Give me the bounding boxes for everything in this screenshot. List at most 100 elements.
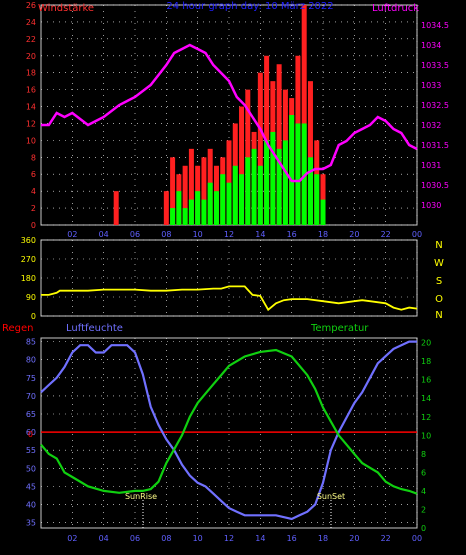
wind-average-bar	[295, 123, 301, 225]
pressure-tick-label: 1034	[421, 41, 441, 50]
temperature-tick-label: 16	[421, 376, 431, 385]
pressure-tick-label: 1032.5	[421, 101, 449, 110]
pressure-tick-label: 1033	[421, 81, 441, 90]
humidity-tick-label: 35	[26, 519, 36, 528]
humidity-line	[40, 340, 417, 521]
hour-tick-label: 08	[161, 230, 171, 239]
hour-tick-label: 00	[412, 534, 422, 543]
direction-tick-label: 180	[21, 274, 36, 283]
pressure-tick-label: 1031	[421, 161, 441, 170]
wind-average-bar	[301, 123, 307, 225]
wind-average-bar	[226, 182, 232, 225]
compass-label-o: O	[435, 294, 443, 305]
wind-tick-label: 14	[26, 103, 36, 112]
humidity-tick-label: 80	[26, 356, 36, 365]
wind-average-bar	[264, 140, 270, 225]
wind-average-bar	[257, 165, 263, 225]
chart-title: 24 hour graph day: 10 März 2022	[166, 1, 333, 12]
gust-bar	[239, 106, 245, 225]
pressure-tick-label: 1033.5	[421, 61, 449, 70]
humidity-tick-label: 70	[26, 392, 36, 401]
hour-tick-label: 02	[67, 230, 77, 239]
wind-tick-label: 26	[26, 1, 36, 10]
hour-tick-label: 14	[255, 230, 265, 239]
wind-tick-label: 10	[26, 136, 36, 145]
wind-tick-label: 12	[26, 119, 36, 128]
wind-average-bar	[314, 174, 320, 225]
gust-bar	[188, 148, 194, 225]
gust-bar	[301, 5, 307, 225]
hour-tick-label: 06	[130, 534, 140, 543]
wind-tick-label: 20	[26, 52, 36, 61]
humidity-tick-label: 50	[26, 464, 36, 473]
wind-average-bar	[276, 148, 282, 225]
temperature-line	[40, 348, 418, 495]
hour-tick-label: 18	[318, 534, 328, 543]
humidity-tick-label: 65	[26, 410, 36, 419]
temperature-tick-label: 6	[421, 468, 426, 477]
hour-tick-label: 22	[381, 230, 391, 239]
pressure-line	[41, 43, 418, 183]
hour-tick-label: 04	[99, 230, 109, 239]
compass-label-n-bottom: N	[435, 310, 442, 321]
temperature-tick-label: 2	[421, 505, 426, 514]
tick-labels: 0246810121416182022242610301030.51031103…	[21, 1, 449, 543]
humidity-tick-label: 45	[26, 482, 36, 491]
humidity-axis-title: Luftfeuchte	[66, 323, 123, 334]
gust-bar	[257, 72, 263, 225]
hour-tick-label: 00	[412, 230, 422, 239]
wind-average-bar	[182, 208, 188, 225]
temperature-tick-label: 8	[421, 450, 426, 459]
humidity-tick-label: 85	[26, 338, 36, 347]
rain-axis-title: Regen	[2, 323, 34, 334]
wind-average-bar	[213, 191, 219, 225]
pressure-tick-label: 1031.5	[421, 141, 449, 150]
wind-average-bar	[188, 199, 194, 225]
temperature-tick-label: 14	[421, 394, 431, 403]
wind-tick-label: 8	[31, 153, 36, 162]
temperature-axis-title: Temperatur	[310, 323, 369, 334]
wind-tick-label: 0	[31, 221, 36, 230]
wind-average-bar	[232, 165, 238, 225]
wind-average-bar	[176, 191, 182, 225]
wind-average-bar	[282, 140, 288, 225]
wind-tick-label: 22	[26, 35, 36, 44]
hour-tick-label: 18	[318, 230, 328, 239]
wind-average-bar	[270, 131, 276, 225]
pressure-tick-label: 1032	[421, 121, 441, 130]
humidity-tick-label: 75	[26, 374, 36, 383]
wind-average-bar	[207, 182, 213, 225]
pressure-tick-label: 1034.5	[421, 21, 449, 30]
gust-bar	[113, 191, 119, 225]
sunset-label: SunSet	[317, 492, 345, 501]
direction-tick-label: 90	[26, 293, 36, 302]
wind-direction-frame	[40, 239, 418, 317]
gust-bar	[201, 157, 207, 225]
compass-label-w: W	[434, 258, 444, 269]
wind-tick-label: 2	[31, 204, 36, 213]
compass-label-n-top: N	[435, 240, 442, 251]
wind-average-bar	[245, 157, 251, 225]
gust-bar	[170, 157, 176, 225]
wind-direction-line	[41, 285, 418, 312]
gust-bar	[307, 81, 313, 226]
hour-tick-label: 22	[381, 534, 391, 543]
temperature-tick-label: 18	[421, 357, 431, 366]
wind-axis-title: Windstärke	[38, 3, 94, 14]
chart-marks	[40, 5, 418, 521]
hour-tick-label: 10	[193, 230, 203, 239]
sunrise-label: SunRise	[125, 492, 157, 501]
wind-average-bar	[307, 157, 313, 225]
hour-tick-label: 08	[161, 534, 171, 543]
hour-tick-label: 20	[349, 534, 359, 543]
wind-tick-label: 18	[26, 69, 36, 78]
wind-average-bar	[170, 208, 176, 225]
hour-tick-label: 06	[130, 230, 140, 239]
direction-tick-label: 360	[21, 236, 36, 245]
temperature-tick-label: 12	[421, 413, 431, 422]
temperature-tick-label: 10	[421, 431, 431, 440]
humidity-tick-label: 40	[26, 500, 36, 509]
gust-bar	[163, 191, 169, 225]
humidity-tick-label: 55	[26, 446, 36, 455]
hour-tick-label: 10	[193, 534, 203, 543]
